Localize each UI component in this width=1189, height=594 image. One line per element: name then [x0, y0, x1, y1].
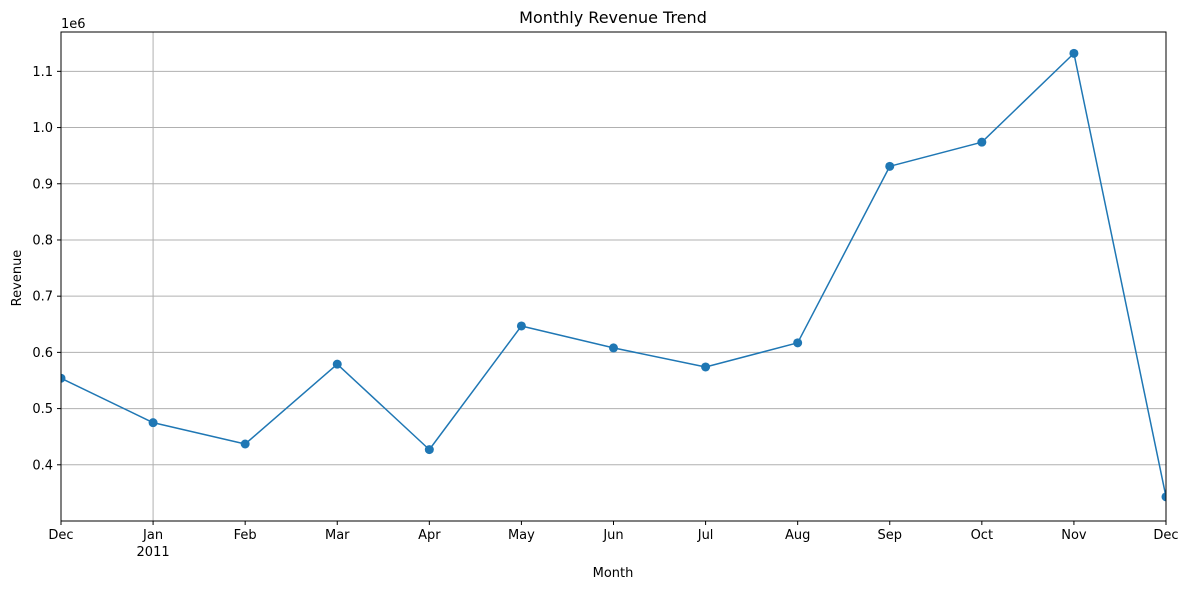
x-tick-label: Dec [48, 528, 73, 543]
x-tick-label: May [508, 528, 535, 543]
x-tick-label: Jun [602, 528, 623, 543]
chart-title: Monthly Revenue Trend [519, 8, 707, 27]
y-tick-label: 1.0 [32, 121, 53, 136]
y-tick-label: 0.4 [32, 458, 53, 473]
data-point [332, 359, 342, 369]
y-tick-label: 0.8 [32, 233, 53, 248]
x-tick-label: Sep [877, 528, 902, 543]
x-axis-label: Month [593, 566, 634, 581]
y-axis-ticks: 0.4 0.5 0.6 0.7 0.8 0.9 1.0 1.1 [32, 65, 61, 473]
series-line [61, 52, 1166, 497]
data-point [977, 137, 987, 147]
y-axis-label: Revenue [10, 250, 25, 307]
x-tick-label: Nov [1061, 528, 1087, 543]
x-tick-label: Feb [234, 528, 257, 543]
data-point [1161, 492, 1166, 502]
y-tick-label: 0.6 [32, 346, 53, 361]
x-tick-label: Oct [971, 528, 993, 543]
series-layer [61, 48, 1166, 502]
data-point [701, 362, 711, 372]
y-axis-offset-label: 1e6 [61, 17, 86, 32]
data-point [1069, 48, 1079, 58]
x-tick-label: Dec [1153, 528, 1178, 543]
x-tick-label: Jul [697, 528, 714, 543]
x-tick-label: Apr [418, 528, 441, 543]
y-tick-label: 1.1 [32, 65, 53, 80]
y-tick-label: 0.5 [32, 402, 53, 417]
data-point [516, 321, 526, 331]
data-point [885, 161, 895, 171]
x-tick-label: Aug [785, 528, 810, 543]
grid-lines [61, 32, 1166, 521]
x-tick-label: Jan [142, 528, 163, 543]
data-point [148, 418, 158, 428]
data-point [793, 338, 803, 348]
y-tick-label: 0.9 [32, 177, 53, 192]
plot-frame [60, 31, 1167, 522]
x-tick-year-label: 2011 [137, 545, 170, 560]
x-tick-label: Mar [325, 528, 350, 543]
data-point [240, 439, 250, 449]
x-axis-ticks: Dec Jan 2011 Feb Mar Apr May Jun Jul Aug Sep Oct Nov… [48, 521, 1179, 560]
y-tick-label: 0.7 [32, 290, 53, 305]
data-point [424, 445, 434, 455]
data-point [61, 373, 66, 383]
data-point [609, 343, 618, 353]
